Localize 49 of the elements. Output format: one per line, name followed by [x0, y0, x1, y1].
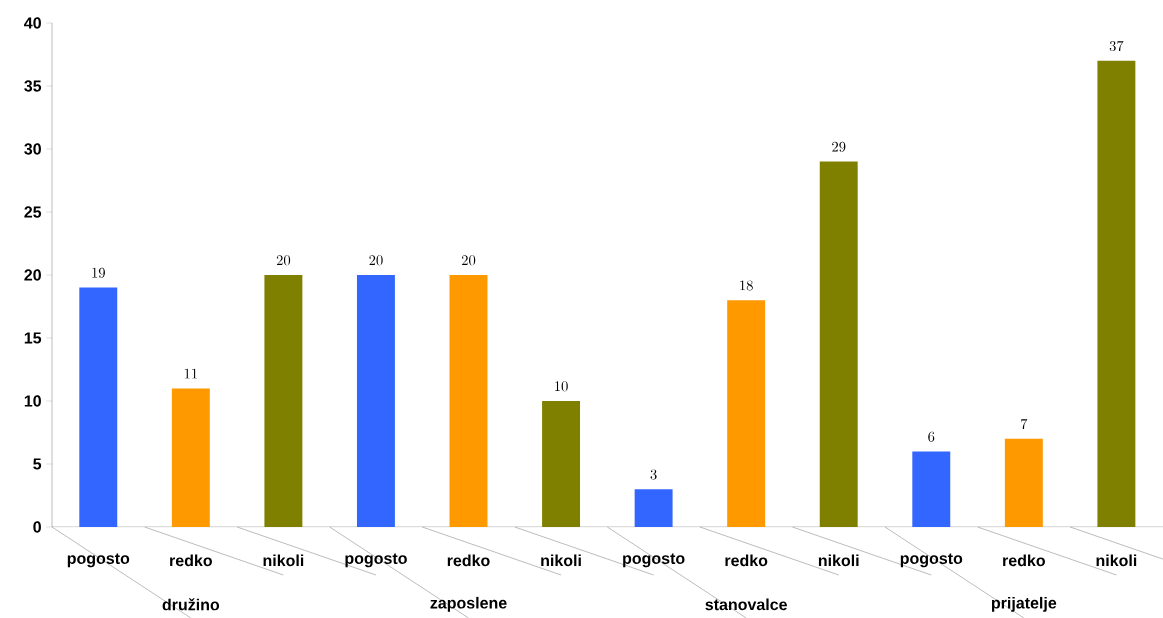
data-label: 6: [928, 431, 935, 442]
data-label: 19: [92, 267, 105, 278]
y-tick-label: 0: [33, 521, 41, 533]
text: pogosto: [345, 553, 407, 568]
y-tick-label: 15: [24, 332, 42, 344]
bar: [542, 401, 581, 527]
text: pogosto: [67, 553, 130, 568]
data-label: 18: [740, 280, 753, 291]
text: redko: [1003, 554, 1045, 567]
y-tick-label: 5: [33, 458, 42, 470]
y-tick-label: 35: [24, 80, 42, 92]
series-label: redko: [170, 554, 212, 567]
bar: [1004, 438, 1043, 527]
text: nikoli: [1096, 554, 1137, 567]
text: redko: [447, 554, 490, 567]
bar: [634, 489, 673, 527]
data-label: 3: [650, 469, 657, 480]
y-tick-label: 30: [24, 143, 41, 155]
y-tick-label: 25: [24, 206, 42, 218]
bar: [819, 161, 858, 527]
data-label: 37: [1109, 40, 1124, 52]
data-label: 20: [276, 255, 291, 266]
y-tick-label: 40: [24, 17, 41, 29]
bar: [79, 287, 118, 527]
y-tick-label: 10: [24, 395, 41, 407]
text: pogosto: [900, 553, 963, 568]
bar: [171, 388, 210, 527]
x-tick-label: prijatelje: [991, 596, 1057, 612]
data-label: 20: [369, 255, 383, 266]
data-label: 20: [461, 255, 476, 266]
data-label: 10: [555, 381, 568, 392]
x-tick-label: zaposlene: [430, 596, 507, 612]
bar: [449, 275, 488, 527]
series-label: nikoli: [263, 554, 304, 567]
series-label: pogosto: [623, 553, 685, 568]
y-tick-label: 20: [24, 269, 41, 281]
bar: [356, 275, 395, 527]
bar: [264, 275, 303, 527]
text: nikoli: [818, 554, 859, 567]
bar: [912, 451, 951, 527]
x-tick-label: stanovalce: [705, 598, 787, 611]
bar: [727, 300, 766, 527]
data-label: 7: [1021, 418, 1028, 430]
x-tick-label: družino: [162, 598, 220, 611]
data-label: 11: [184, 368, 197, 379]
text: nikoli: [541, 554, 581, 567]
data-label: 29: [832, 141, 846, 152]
bar: [1097, 60, 1136, 527]
text: redko: [725, 554, 768, 567]
